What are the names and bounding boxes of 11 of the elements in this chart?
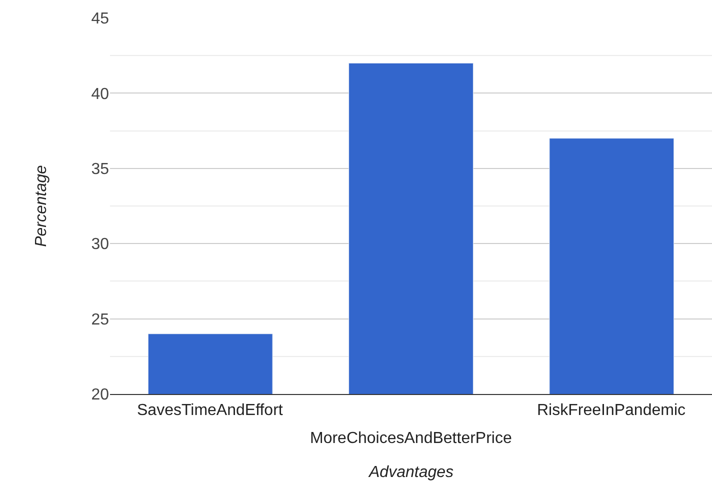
y-tick-label: 45 — [91, 10, 110, 28]
x-tick-label: MoreChoicesAndBetterPrice — [310, 430, 512, 447]
x-axis-title: Advantages — [368, 464, 454, 481]
y-tick-label: 40 — [91, 86, 110, 103]
y-tick-label: 30 — [91, 236, 110, 254]
y-tick-label: 20 — [91, 386, 110, 404]
y-axis-title: Percentage — [33, 164, 50, 247]
y-tick-label: 25 — [91, 311, 110, 328]
x-tick-label: RiskFreeInPandemic — [537, 402, 686, 419]
x-tick-label: SavesTimeAndEffort — [137, 402, 284, 419]
y-tick-label: 35 — [91, 161, 110, 178]
